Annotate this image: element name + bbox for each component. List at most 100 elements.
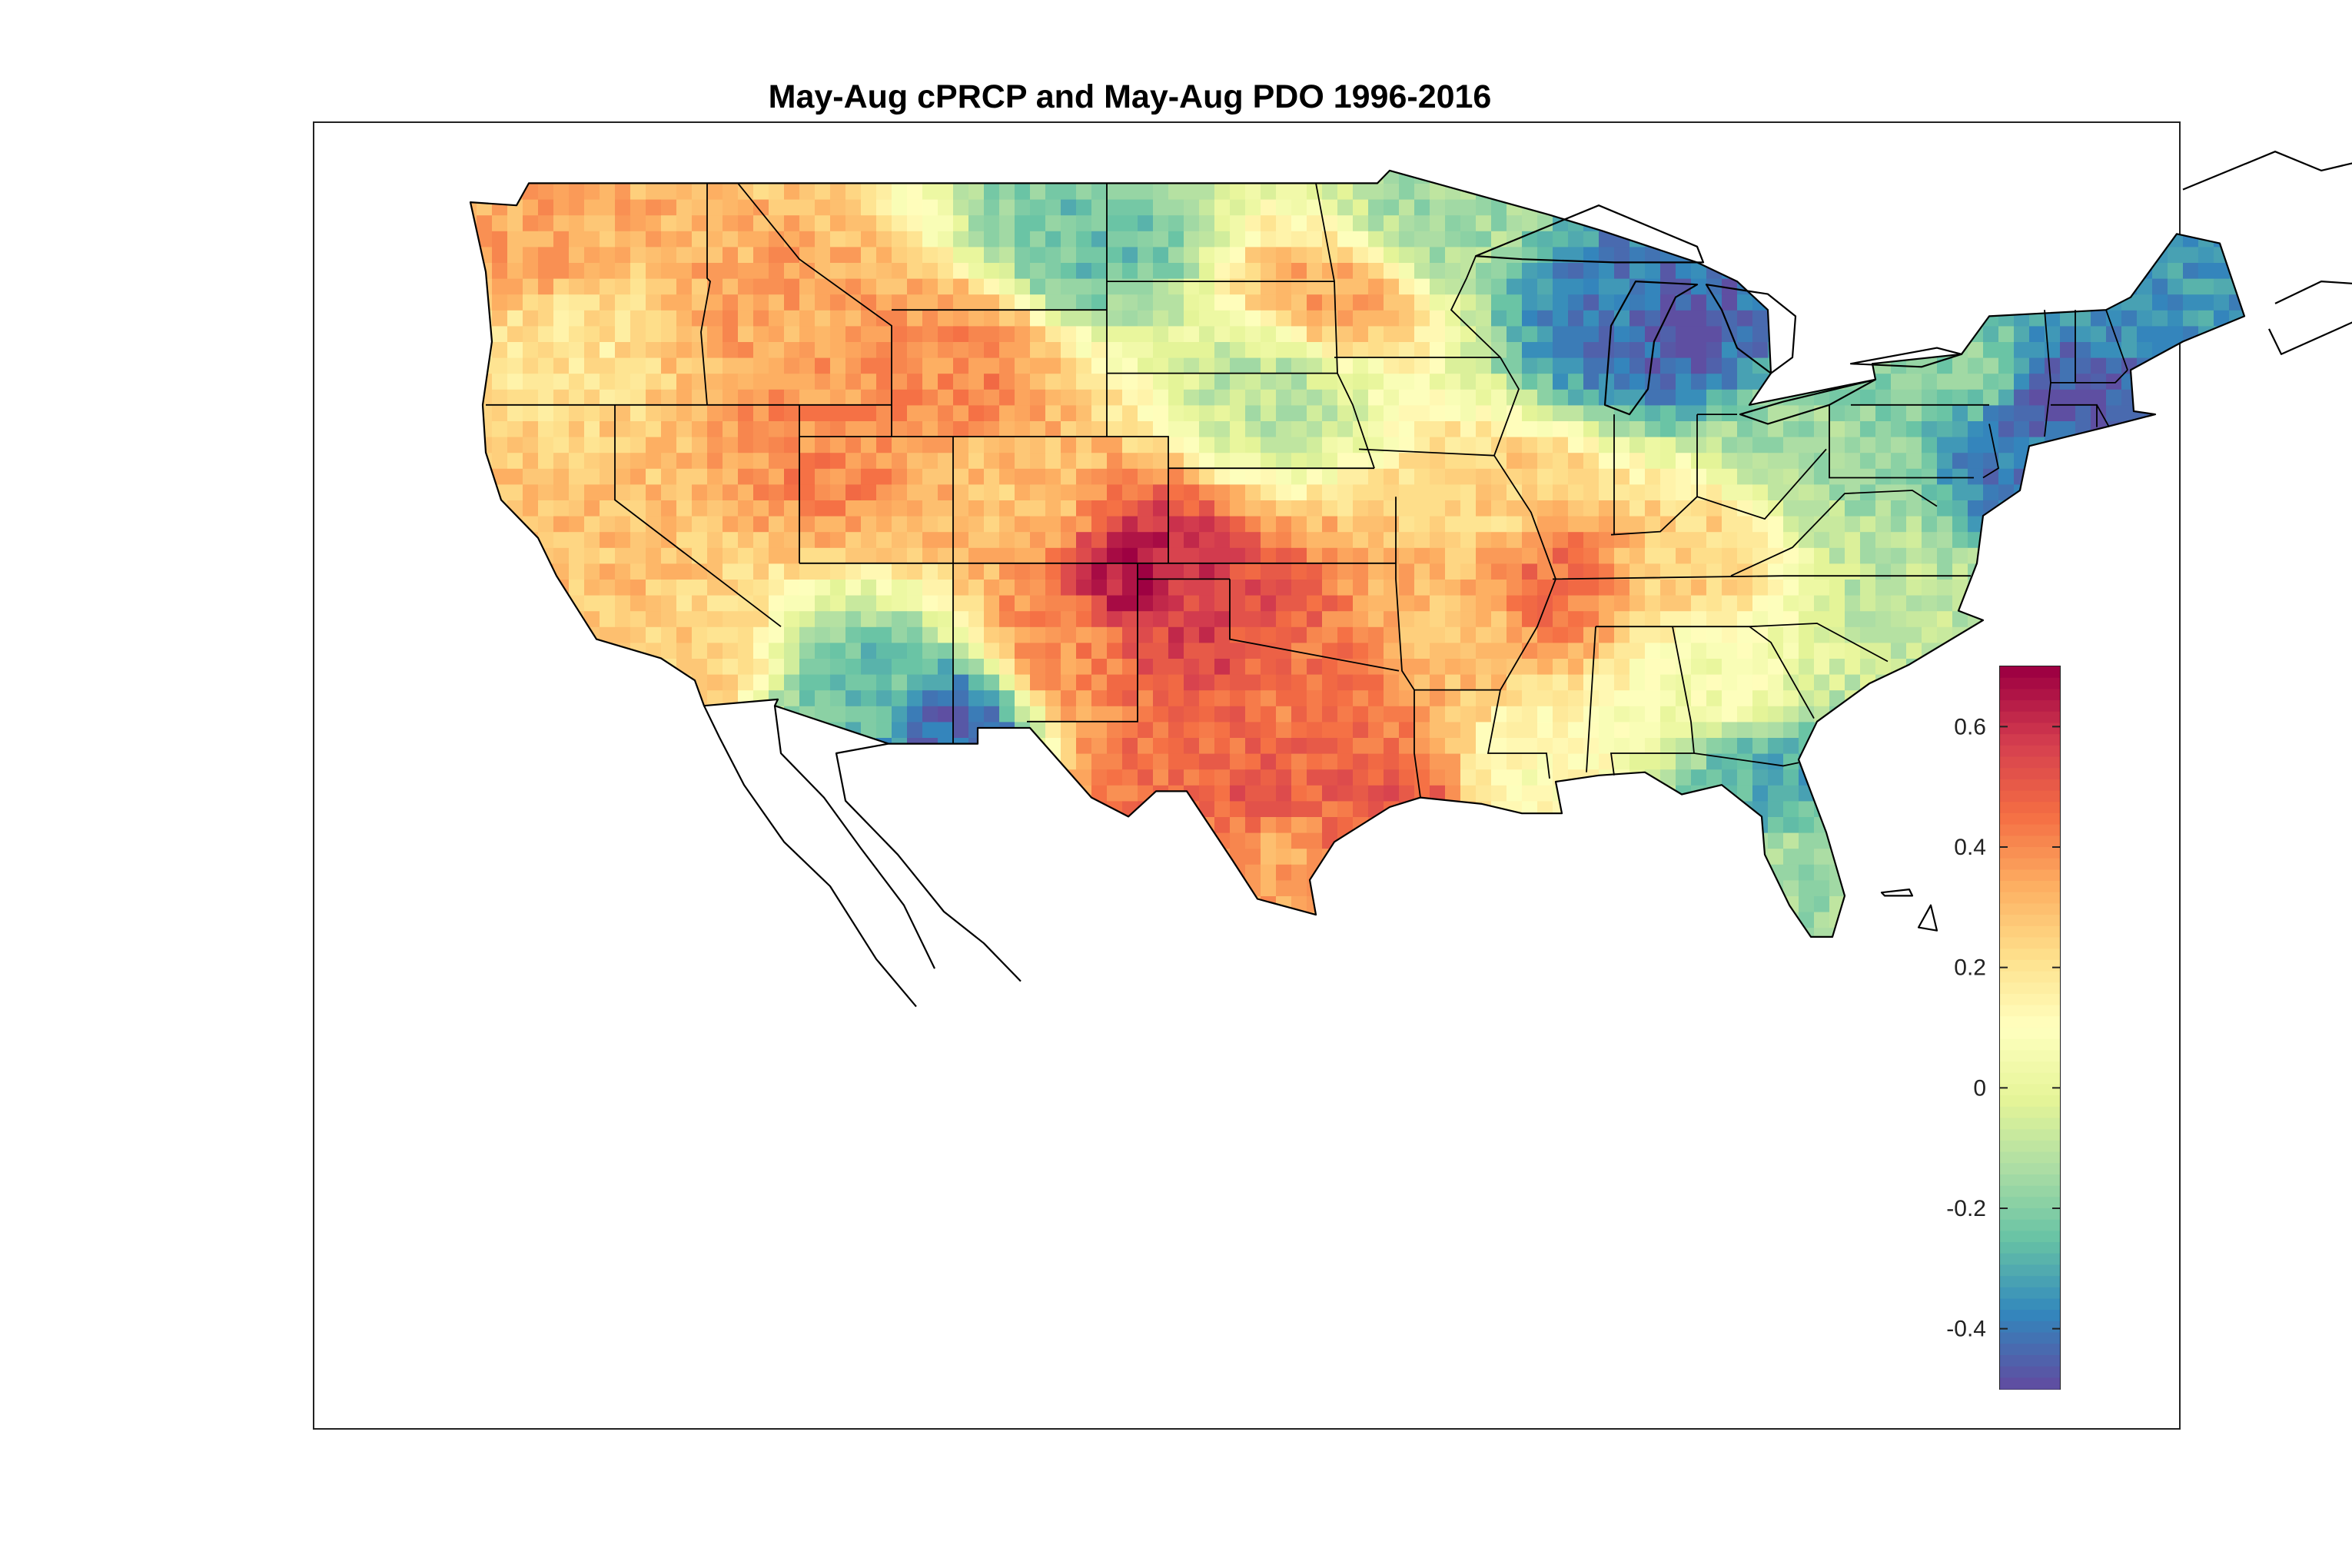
grid-cell bbox=[1061, 816, 1077, 833]
grid-cell bbox=[1845, 483, 1861, 500]
grid-cell bbox=[1937, 500, 1953, 517]
grid-cell bbox=[1460, 437, 1477, 453]
grid-cell bbox=[1645, 864, 1661, 881]
grid-cell bbox=[1522, 170, 1538, 184]
grid-cell bbox=[569, 832, 585, 849]
grid-cell bbox=[1891, 721, 1907, 738]
grid-cell bbox=[630, 357, 646, 374]
grid-cell bbox=[815, 483, 831, 500]
grid-cell bbox=[938, 689, 954, 706]
grid-cell bbox=[753, 626, 769, 643]
grid-cell bbox=[1091, 341, 1108, 358]
grid-cell bbox=[892, 943, 908, 959]
grid-cell bbox=[1768, 737, 1784, 754]
grid-cell bbox=[600, 547, 616, 564]
grid-cell bbox=[477, 864, 493, 881]
grid-cell bbox=[1460, 927, 1477, 937]
grid-cell bbox=[1860, 468, 1876, 485]
grid-cell bbox=[1291, 341, 1307, 358]
grid-cell bbox=[1537, 848, 1553, 865]
grid-cell bbox=[1015, 895, 1031, 912]
grid-cell bbox=[1168, 278, 1184, 295]
grid-cell bbox=[1629, 357, 1646, 374]
grid-cell bbox=[769, 420, 785, 437]
grid-cell bbox=[1291, 170, 1307, 184]
grid-cell bbox=[1307, 737, 1323, 754]
grid-cell bbox=[1107, 246, 1123, 263]
grid-cell bbox=[1891, 420, 1907, 437]
grid-cell bbox=[1214, 437, 1231, 453]
grid-cell bbox=[953, 294, 969, 311]
grid-cell bbox=[661, 547, 677, 564]
grid-cell bbox=[523, 642, 539, 659]
grid-cell bbox=[1537, 278, 1553, 295]
grid-cell bbox=[584, 357, 600, 374]
grid-cell bbox=[1091, 246, 1108, 263]
grid-cell bbox=[1737, 246, 1753, 263]
grid-cell bbox=[1583, 547, 1600, 564]
grid-cell bbox=[1691, 483, 1707, 500]
grid-cell bbox=[477, 199, 493, 216]
grid-cell bbox=[1660, 879, 1676, 896]
grid-cell bbox=[1261, 943, 1277, 959]
grid-cell bbox=[1122, 437, 1138, 453]
grid-cell bbox=[1030, 452, 1046, 469]
grid-cell bbox=[753, 278, 769, 295]
grid-cell bbox=[1645, 658, 1661, 675]
grid-cell bbox=[1891, 816, 1907, 833]
grid-cell bbox=[784, 531, 800, 548]
grid-cell bbox=[1799, 531, 1815, 548]
grid-cell bbox=[1091, 170, 1108, 184]
grid-cell bbox=[1968, 341, 1984, 358]
grid-cell bbox=[999, 674, 1015, 691]
grid-cell bbox=[1722, 912, 1738, 929]
grid-cell bbox=[1722, 753, 1738, 770]
grid-cell bbox=[876, 199, 892, 216]
grid-cell bbox=[1122, 848, 1138, 865]
grid-cell bbox=[646, 199, 662, 216]
grid-cell bbox=[830, 373, 846, 390]
grid-cell bbox=[1076, 437, 1092, 453]
grid-cell bbox=[1491, 214, 1507, 231]
grid-cell bbox=[615, 595, 631, 612]
grid-cell bbox=[646, 563, 662, 580]
grid-cell bbox=[1337, 626, 1354, 643]
grid-cell bbox=[661, 325, 677, 342]
grid-cell bbox=[1814, 278, 1830, 295]
grid-cell bbox=[1860, 262, 1876, 279]
grid-cell bbox=[861, 183, 877, 200]
grid-cell bbox=[1184, 468, 1200, 485]
grid-cell bbox=[769, 579, 785, 596]
grid-cell bbox=[1676, 183, 1692, 200]
grid-cell bbox=[523, 864, 539, 881]
grid-cell bbox=[1107, 183, 1123, 200]
grid-cell bbox=[1430, 214, 1446, 231]
grid-cell bbox=[876, 610, 892, 627]
grid-cell bbox=[1076, 753, 1092, 770]
grid-cell bbox=[1261, 246, 1277, 263]
grid-cell bbox=[1752, 689, 1769, 706]
grid-cell bbox=[1829, 595, 1845, 612]
grid-cell bbox=[1291, 800, 1307, 817]
grid-cell bbox=[1184, 531, 1200, 548]
grid-cell bbox=[769, 753, 785, 770]
grid-cell bbox=[953, 468, 969, 485]
grid-cell bbox=[907, 325, 923, 342]
grid-cell bbox=[1629, 262, 1646, 279]
grid-cell bbox=[630, 325, 646, 342]
grid-cell bbox=[968, 737, 985, 754]
grid-cell bbox=[922, 706, 938, 723]
grid-cell bbox=[1445, 500, 1461, 517]
grid-cell bbox=[1706, 404, 1722, 421]
grid-cell bbox=[1676, 848, 1692, 865]
grid-cell bbox=[1676, 325, 1692, 342]
grid-cell bbox=[938, 943, 954, 959]
grid-cell bbox=[1445, 895, 1461, 912]
grid-cell bbox=[1430, 404, 1446, 421]
grid-cell bbox=[1045, 721, 1061, 738]
grid-cell bbox=[553, 231, 570, 247]
grid-cell bbox=[769, 452, 785, 469]
grid-cell bbox=[723, 610, 739, 627]
grid-cell bbox=[815, 404, 831, 421]
grid-cell bbox=[876, 231, 892, 247]
